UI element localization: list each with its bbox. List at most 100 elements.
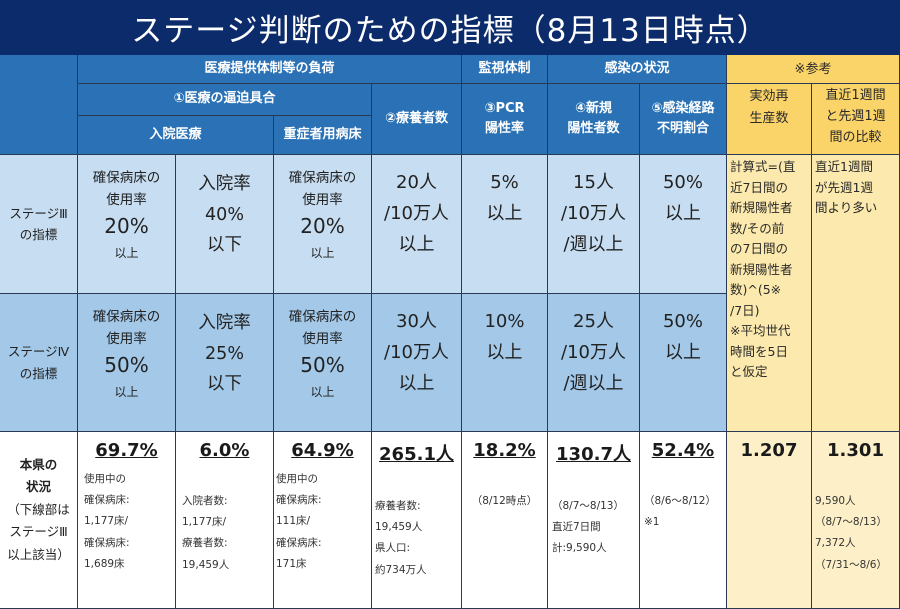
status-weekly-compare: 1.301 9,590人 （8/7～8/13） 7,372人 （7/31～8/6… [812,432,900,609]
stage4-hospitalization-l3: 以下 [207,374,242,395]
formula-line: 近7日間の [730,179,788,195]
status-effective-r: 1.207 [727,432,812,609]
status-severe-usage-value-wrap: 64.9% [274,440,371,461]
stage3-severe-usage: 確保病床の 使用率 20% 以上 [274,155,372,294]
formula-line: 数/その前 [730,220,785,236]
status-severe-usage: 64.9% 使用中の 確保病床: 111床/ 確保病床: 171床 [274,432,372,609]
header-reference: ※参考 [727,55,900,84]
page-title: ステージ判断のための指標（8月13日時点） [0,0,900,55]
status-hospitalization-value: 6.0% [199,440,250,461]
stage4-bed-usage-l1: 確保病床の [92,309,161,325]
status-label-line3: （下線部は [7,501,70,517]
stage4-recuperating-l2: /10万人 [384,341,449,363]
stage4-bed-usage: 確保病床の 使用率 50% 以上 [78,294,176,432]
status-unknown-route: 52.4% （8/6～8/12） ※1 [640,432,727,609]
stage3-recuperating: 20人 /10万人 以上 [372,155,462,294]
stage3-bed-usage-value: 20% [104,213,149,238]
status-label: 本県の 状況 （下線部は ステージⅢ 以上該当） [0,432,78,609]
stage4-pcr-value: 10% [484,311,525,332]
status-new-cases-value: 130.7人 [556,444,631,465]
stage3-pcr-value: 5% [490,172,519,193]
header-severe-beds: 重症者用病床 [274,116,372,155]
header-pcr-line1: ③PCR [484,100,525,116]
stage4-severe-usage-value: 50% [300,352,345,377]
status-bed-usage: 69.7% 使用中の 確保病床: 1,177床/ 確保病床: 1,689床 [78,432,176,609]
stage4-severe-usage-l4: 以上 [310,384,335,399]
detail-line: （8/7～8/13） [815,516,887,529]
stage3-recuperating-value: 20人 [396,172,437,193]
detail-line: （8/12時点） [471,495,538,507]
stage3-unknown-route-value: 50% [662,172,703,193]
stage4-recuperating: 30人 /10万人 以上 [372,294,462,432]
detail-line: 1,689床 [84,557,125,570]
stage3-hospitalization-value: 40% [205,204,244,225]
header-pcr: ③PCR 陽性率 [462,84,548,155]
stage4-new-cases-value: 25人 [573,311,614,332]
stage4-severe-usage-l1: 確保病床の [288,309,357,325]
detail-line: 直近7日間 [552,521,601,534]
status-recuperating-detail: 療養者数: 19,459人 県人口: 約734万人 [372,496,461,581]
stage3-severe-usage-l4: 以上 [310,245,335,260]
detail-line: 入院者数: [182,495,228,507]
stage4-hospitalization: 入院率 25% 以下 [176,294,274,432]
detail-line: ※1 [644,516,660,529]
stage3-recuperating-l3: 以上 [398,233,435,255]
formula-line: 新規陽性者 [730,261,793,277]
stage4-label: ステージⅣ の指標 [0,294,78,432]
stage4-bed-usage-value: 50% [104,352,149,377]
detail-line: 確保病床: [84,536,130,549]
status-hospitalization: 6.0% 入院者数: 1,177床/ 療養者数: 19,459人 [176,432,274,609]
stage3-new-cases: 15人 /10万人 /週以上 [548,155,640,294]
detail-line: 使用中の [276,473,318,485]
stage3-bed-usage: 確保病床の 使用率 20% 以上 [78,155,176,294]
header-unknown-route-line2: 不明割合 [656,121,709,136]
status-severe-usage-detail: 使用中の 確保病床: 111床/ 確保病床: 171床 [274,469,371,575]
status-pcr: 18.2% （8/12時点） [462,432,548,609]
stage3-severe-usage-value: 20% [300,213,345,238]
stage3-label: ステージⅢ の指標 [0,155,78,294]
detail-line: 7,372人 [815,537,856,550]
detail-line: 県人口: [375,542,411,555]
header-medical-strain: ①医療の逼迫具合 [78,84,372,116]
header-medical-load: 医療提供体制等の負荷 [78,55,462,84]
detail-line: 確保病床: [276,494,322,507]
stage4-unknown-route-value: 50% [662,311,703,332]
detail-line: 1,177床/ [182,516,227,529]
header-unknown-route: ⑤感染経路 不明割合 [640,84,727,155]
status-hospitalization-value-wrap: 6.0% [176,440,273,461]
stage3-bed-usage-l1: 確保病床の [92,170,161,186]
status-pcr-detail: （8/12時点） [462,491,547,512]
weekly-rule-line: 直近1週間 [815,159,873,174]
stage3-pcr-l2: 以上 [486,202,523,224]
detail-line: 使用中の [84,473,126,485]
header-new-cases-line2: 陽性者数 [567,121,620,136]
formula-line: /7日) [730,302,760,318]
detail-line: 療養者数: [375,500,421,512]
stage4-hospitalization-l1: 入院率 [198,313,251,333]
header-recuperating: ②療養者数 [372,84,462,155]
header-pcr-line2: 陽性率 [484,121,524,136]
status-hospitalization-detail: 入院者数: 1,177床/ 療養者数: 19,459人 [176,491,273,576]
header-effective-r: 実効再 生産数 [727,84,812,155]
stage4-new-cases-l3: /週以上 [563,372,624,394]
header-infection: 感染の状況 [548,55,727,84]
stage4-recuperating-value: 30人 [396,311,437,332]
header-weekly-compare-line2: と先週1週 [825,108,886,124]
stage3-pcr: 5% 以上 [462,155,548,294]
detail-line: 171床 [276,557,307,570]
stage4-new-cases-l2: /10万人 [561,341,626,363]
detail-line: （8/7～8/13） [552,500,624,512]
status-recuperating-value-wrap: 265.1人 [372,440,461,466]
status-recuperating-value: 265.1人 [379,444,454,465]
detail-line: 19,459人 [375,521,423,534]
header-unknown-route-line1: ⑤感染経路 [651,100,715,116]
effective-r-formula: 計算式=(直 近7日間の 新規陽性者 数/その前 の7日間の 新規陽性者 数)^… [727,155,812,432]
stage4-label-line1: ステージⅣ [7,344,70,360]
stage4-bed-usage-l2: 使用率 [106,331,147,348]
detail-line: 1,177床/ [84,515,129,528]
stage3-new-cases-l2: /10万人 [561,202,626,224]
detail-line: 19,459人 [182,558,230,571]
status-unknown-route-value: 52.4% [651,440,715,461]
status-bed-usage-detail: 使用中の 確保病床: 1,177床/ 確保病床: 1,689床 [78,469,175,575]
stage3-bed-usage-l2: 使用率 [106,192,147,209]
